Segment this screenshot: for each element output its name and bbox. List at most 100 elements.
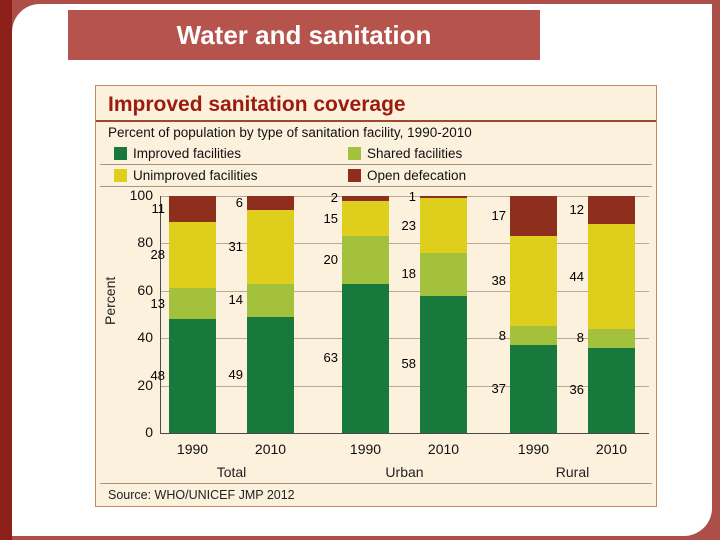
slide-edge-strip (0, 0, 12, 540)
bar-value-label: 38 (491, 273, 506, 289)
legend-label: Shared facilities (367, 146, 463, 161)
legend-swatch (348, 147, 361, 160)
legend-item-improved-facilities: Improved facilities (114, 146, 241, 161)
source-text: Source: WHO/UNICEF JMP 2012 (108, 488, 295, 502)
bar-total-2010 (247, 196, 294, 433)
gridline-60 (161, 290, 649, 292)
y-tick-label-80: 80 (137, 234, 153, 251)
group-label-total: Total (216, 464, 247, 480)
bar-segment-open-defecation (588, 196, 635, 225)
bar-segment-unimproved-facilities (510, 236, 557, 327)
bar-segment-unimproved-facilities (420, 198, 467, 253)
bar-value-label: 28 (150, 247, 165, 263)
bar-value-label: 13 (150, 295, 165, 311)
legend-label: Unimproved facilities (133, 168, 258, 183)
bar-value-label: 37 (491, 381, 506, 397)
bar-segment-improved-facilities (420, 295, 467, 433)
bar-segment-open-defecation (420, 196, 467, 199)
gridline-20 (161, 385, 649, 387)
plot-area: 0 20 40 60 80 100 48 13 28 11 1990 49 14 31 6 2010 63 20 1… (130, 187, 649, 480)
x-tick-label-urban-2010: 2010 (427, 441, 460, 457)
legend-swatch (114, 169, 127, 182)
gridline-0 (161, 433, 649, 434)
bar-value-label: 49 (228, 366, 243, 382)
bar-value-label: 48 (150, 368, 165, 384)
legend-swatch (348, 169, 361, 182)
x-tick-label-rural-2010: 2010 (595, 441, 628, 457)
slide-card: Water and sanitation Improved sanitation… (12, 4, 712, 536)
bar-segment-open-defecation (510, 196, 557, 237)
chart-panel: Improved sanitation coverage Percent of … (95, 85, 657, 507)
bar-segment-shared-facilities (510, 326, 557, 346)
bar-segment-shared-facilities (420, 252, 467, 296)
bar-segment-unimproved-facilities (247, 210, 294, 284)
bar-value-label: 12 (569, 202, 584, 218)
bar-value-label: 23 (401, 217, 416, 233)
legend-row: Unimproved facilities Open defecation (100, 165, 652, 187)
legend-row: Improved facilities Shared facilities (100, 143, 652, 165)
bar-segment-shared-facilities (169, 288, 216, 320)
bar-value-label: 20 (323, 251, 338, 267)
bar-segment-improved-facilities (247, 316, 294, 433)
bar-urban-1990 (342, 196, 389, 433)
group-label-rural: Rural (555, 464, 590, 480)
bar-segment-open-defecation (247, 196, 294, 211)
chart-subtitle: Percent of population by type of sanitat… (108, 125, 472, 140)
gridline-100 (161, 196, 649, 197)
legend-item-unimproved-facilities: Unimproved facilities (114, 168, 258, 183)
bar-value-label: 11 (151, 201, 166, 217)
bar-value-label: 2 (330, 190, 338, 206)
source-row: Source: WHO/UNICEF JMP 2012 (100, 483, 652, 506)
x-tick-label-rural-1990: 1990 (517, 441, 550, 457)
y-tick-label-20: 20 (137, 376, 153, 393)
bar-value-label: 8 (576, 330, 584, 346)
bar-value-label: 6 (235, 195, 243, 211)
bar-segment-shared-facilities (342, 236, 389, 284)
bar-value-label: 44 (569, 268, 584, 284)
bar-segment-shared-facilities (588, 328, 635, 348)
group-label-urban: Urban (385, 464, 424, 480)
bar-total-1990 (169, 196, 216, 433)
bar-urban-2010 (420, 196, 467, 433)
legend-swatch (114, 147, 127, 160)
bar-value-label: 1 (408, 189, 416, 205)
bar-segment-unimproved-facilities (169, 222, 216, 289)
bar-segment-unimproved-facilities (342, 200, 389, 237)
legend-item-open-defecation: Open defecation (348, 168, 466, 183)
legend-label: Improved facilities (133, 146, 242, 161)
y-tick-label-100: 100 (129, 187, 153, 203)
bar-segment-improved-facilities (342, 283, 389, 433)
bar-value-label: 14 (228, 292, 243, 308)
bar-value-label: 18 (401, 266, 416, 282)
gridline-80 (161, 243, 649, 245)
y-tick-label-0: 0 (145, 424, 153, 440)
gridline-40 (161, 338, 649, 340)
bar-segment-unimproved-facilities (588, 224, 635, 329)
legend-label: Open defecation (367, 168, 467, 183)
bar-value-label: 17 (491, 208, 506, 224)
bar-segment-open-defecation (342, 196, 389, 201)
bar-value-label: 31 (228, 238, 243, 254)
chart-title: Improved sanitation coverage (96, 86, 656, 122)
y-tick-label-40: 40 (137, 329, 153, 346)
slide-title: Water and sanitation (176, 19, 432, 50)
x-tick-label-urban-1990: 1990 (349, 441, 382, 457)
bar-segment-shared-facilities (247, 283, 294, 317)
bar-rural-1990 (510, 196, 557, 433)
bar-segment-improved-facilities (588, 347, 635, 433)
y-tick-label-60: 60 (137, 281, 153, 298)
bar-segment-open-defecation (169, 196, 216, 223)
slide-title-banner: Water and sanitation (68, 10, 540, 60)
bar-value-label: 8 (498, 327, 506, 343)
bar-value-label: 36 (569, 382, 584, 398)
x-tick-label-total-2010: 2010 (254, 441, 287, 457)
bar-segment-improved-facilities (510, 345, 557, 433)
bar-value-label: 58 (401, 356, 416, 372)
bar-segment-improved-facilities (169, 319, 216, 433)
bar-value-label: 63 (323, 350, 338, 366)
bar-value-label: 15 (323, 210, 338, 226)
legend-item-shared-facilities: Shared facilities (348, 146, 462, 161)
bar-rural-2010 (588, 196, 635, 433)
x-tick-label-total-1990: 1990 (176, 441, 209, 457)
